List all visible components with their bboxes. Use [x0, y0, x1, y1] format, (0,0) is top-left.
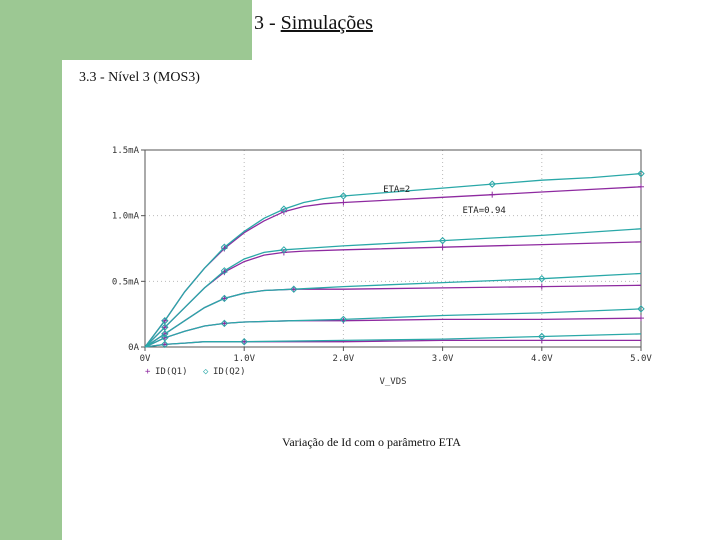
series-line-id-q2--curve-1 — [144, 172, 642, 348]
y-tick-label: 0.5mA — [112, 277, 140, 287]
data-point-q1 — [340, 199, 347, 206]
data-point-q1 — [538, 337, 545, 344]
data-point-q1 — [241, 338, 248, 345]
data-point-q2 — [538, 332, 546, 341]
data-point-q1 — [439, 244, 446, 251]
x-axis-label: V_VDS — [379, 377, 406, 387]
slide-title-prefix: 3 - — [254, 12, 281, 34]
chart-annotations: ETA=2 ETA=0.94 — [383, 185, 506, 216]
plot-frame — [144, 149, 642, 348]
data-point-q1 — [161, 341, 168, 348]
series-line-id-q1--curve-1 — [144, 186, 642, 348]
data-point-q2 — [339, 315, 348, 324]
data-point-q1 — [161, 334, 168, 341]
data-point-q2 — [538, 274, 546, 283]
x-tick-label: 4.0V — [531, 354, 553, 364]
data-point-q2 — [220, 294, 229, 303]
data-point-q2 — [280, 205, 288, 213]
data-point-q1 — [638, 315, 644, 322]
legend-marker: + — [145, 367, 151, 377]
x-tick-label: 0V — [140, 354, 151, 364]
slide-title-link[interactable]: Simulações — [280, 12, 373, 34]
data-point-q1 — [638, 183, 644, 190]
legend-marker: ◇ — [203, 367, 209, 377]
x-axis-ticks: 0V 1.0V 2.0V 3.0V 4.0V 5.0V — [140, 347, 652, 364]
annotation-eta-1: ETA=2 — [383, 185, 410, 195]
data-point-q1 — [161, 317, 168, 324]
series-line-id-q1--curve-4 — [144, 317, 642, 348]
data-point-q1 — [489, 191, 496, 198]
x-tick-label: 1.0V — [233, 354, 255, 364]
data-point-q2 — [488, 180, 496, 188]
data-point-q1 — [161, 324, 168, 331]
green-top-block — [0, 0, 252, 60]
chart-markers — [161, 169, 645, 349]
data-point-q1 — [221, 295, 228, 302]
data-point-q2 — [438, 236, 447, 245]
data-point-q2 — [161, 340, 169, 349]
slide-title: 3 - Simulações — [254, 12, 373, 35]
green-side-bar — [0, 0, 62, 540]
slide-subtitle: 3.3 - Nível 3 (MOS3) — [79, 70, 200, 85]
data-point-q2 — [240, 338, 248, 346]
data-point-q1 — [290, 286, 297, 293]
data-point-q1 — [538, 283, 545, 290]
data-point-q2 — [220, 319, 229, 328]
legend-item-id-q1-: + ID(Q1) — [145, 367, 188, 377]
series-line-id-q2--curve-3 — [144, 272, 642, 348]
data-point-q2 — [290, 285, 298, 293]
data-point-q2 — [637, 305, 645, 313]
y-tick-label: 1.5mA — [112, 146, 140, 156]
data-point-q2 — [220, 267, 229, 275]
data-point-q2 — [280, 246, 288, 254]
series-line-id-q2--curve-2 — [144, 228, 642, 348]
data-point-q2 — [161, 330, 169, 338]
x-tick-label: 2.0V — [333, 354, 355, 364]
data-point-q2 — [637, 169, 645, 178]
data-point-q1 — [221, 320, 228, 327]
chart-curves — [144, 172, 642, 348]
figure-caption: Variação de Id com o parâmetro ETA — [282, 435, 461, 449]
legend-label: ID(Q1) — [155, 367, 188, 377]
chart-grid — [145, 150, 641, 347]
legend-item-id-q2-: ◇ ID(Q2) — [203, 367, 246, 377]
data-point-q2 — [220, 243, 229, 251]
series-line-id-q2--curve-4 — [144, 308, 642, 348]
y-tick-label: 1.0mA — [112, 212, 140, 222]
data-point-q2 — [339, 192, 348, 200]
x-tick-label: 3.0V — [432, 354, 454, 364]
legend-label: ID(Q2) — [213, 367, 246, 377]
chart-legend: + ID(Q1) ◇ ID(Q2) — [145, 367, 246, 377]
y-tick-label: 0A — [128, 343, 139, 353]
y-axis-ticks: 0A 0.5mA 1.0mA 1.5mA — [112, 146, 145, 353]
series-line-id-q1--curve-2 — [144, 241, 642, 348]
x-tick-label: 5.0V — [630, 354, 652, 364]
series-line-id-q1--curve-3 — [144, 284, 642, 348]
annotation-eta-2: ETA=0.94 — [462, 206, 505, 216]
